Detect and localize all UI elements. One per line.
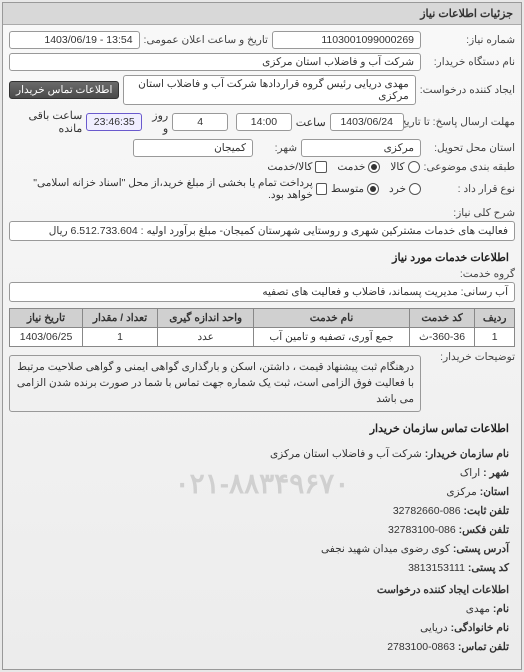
need-desc-value: فعالیت های خدمات مشترکین شهری و روستایی …	[9, 221, 515, 241]
city-label: شهر:	[257, 142, 297, 154]
col-code: کد خدمت	[409, 309, 475, 328]
group-value: آب رسانی: مدیریت پسماند، فاضلاب و فعالیت…	[9, 282, 515, 302]
info-surname: نام خانوادگی: دریایی	[15, 619, 509, 638]
services-section-title: اطلاعات خدمات مورد نیاز	[9, 247, 515, 268]
cell-unit: عدد	[158, 328, 254, 347]
buyer-device-label: نام دستگاه خریدار:	[425, 56, 515, 68]
days-count: 4	[172, 113, 228, 131]
info-phone: تلفن ثابت: 086-32782660	[15, 502, 509, 521]
deadline-date-value: 1403/06/24	[330, 113, 404, 131]
deadline-time-value: 14:00	[236, 113, 292, 131]
cell-date: 1403/06/25	[10, 328, 83, 347]
contact-buyer-button[interactable]: اطلاعات تماس خریدار	[9, 81, 119, 99]
info-address: آدرس پستی: کوی رضوی میدان شهید نجفی	[15, 540, 509, 559]
province-label: استان محل تحویل:	[425, 142, 515, 154]
budget-opt-khedmat[interactable]: خدمت	[337, 161, 380, 173]
cell-qty: 1	[83, 328, 158, 347]
buyer-note-label: توضیحات خریدار:	[425, 351, 515, 363]
col-row: ردیف	[475, 309, 515, 328]
contract-radio-group: خرد متوسط	[331, 183, 421, 195]
need-desc-block: شرح کلی نیاز: فعالیت های خدمات مشترکین ش…	[9, 207, 515, 241]
province-value: مرکزی	[301, 139, 421, 157]
row-buyer: نام دستگاه خریدار: شرکت آب و فاضلاب استا…	[9, 53, 515, 71]
col-unit: واحد اندازه گیری	[158, 309, 254, 328]
buyer-note-value: درهنگام ثبت پیشنهاد قیمت ، داشتن، اسکن و…	[9, 355, 421, 412]
days-and-label: روز و	[146, 109, 168, 135]
radio-icon	[368, 161, 380, 173]
budget-opt-both[interactable]: کالا/خدمت	[267, 161, 327, 173]
remaining-time: 23:46:35	[86, 113, 142, 131]
row-deadline: مهلت ارسال پاسخ: تا تاریخ: 1403/06/24 سا…	[9, 109, 515, 135]
datetime-label: تاریخ و ساعت اعلان عمومی:	[144, 34, 268, 46]
contact-section-title: اطلاعات تماس سازمان خریدار	[9, 418, 515, 439]
remaining-label: ساعت باقی مانده	[9, 109, 82, 135]
creator-section-label: اطلاعات ایجاد کننده درخواست	[15, 581, 509, 600]
radio-icon	[408, 161, 420, 173]
contract-opt-khord[interactable]: خرد	[389, 183, 421, 195]
number-label: شماره نیاز:	[425, 34, 515, 46]
contract-type-label: نوع قرار داد :	[425, 183, 515, 195]
panel-body: شماره نیاز: 1103001099000269 تاریخ و ساع…	[3, 25, 521, 669]
requester-value: مهدی دریایی رئیس گروه قراردادها شرکت آب …	[123, 75, 415, 105]
info-city: شهر : اراک	[15, 464, 509, 483]
cell-name: جمع آوری، تصفیه و تامین آب	[254, 328, 409, 347]
table-header-row: ردیف کد خدمت نام خدمت واحد اندازه گیری ت…	[10, 309, 515, 328]
details-panel: جزئیات اطلاعات نیاز شماره نیاز: 11030010…	[2, 2, 522, 670]
checkbox-icon	[315, 161, 327, 173]
datetime-value: 13:54 - 1403/06/19	[9, 31, 140, 49]
info-contact-phone: تلفن تماس: 0863-2783100	[15, 638, 509, 657]
need-desc-label: شرح کلی نیاز:	[9, 207, 515, 219]
row-requester: ایجاد کننده درخواست: مهدی دریایی رئیس گر…	[9, 75, 515, 105]
contact-info-area: ۰۲۱-۸۸۳۴۹۶۷۰ نام سازمان خریدار: شرکت آب …	[9, 439, 515, 663]
group-block: گروه خدمت: آب رسانی: مدیریت پسماند، فاضل…	[9, 268, 515, 302]
row-location: استان محل تحویل: مرکزی شهر: کمیجان	[9, 139, 515, 157]
checkbox-icon	[316, 183, 327, 195]
col-name: نام خدمت	[254, 309, 409, 328]
group-label: گروه خدمت:	[9, 268, 515, 280]
budget-radio-group: کالا خدمت کالا/خدمت	[267, 161, 419, 173]
requester-label: ایجاد کننده درخواست:	[420, 84, 515, 96]
cell-row: 1	[475, 328, 515, 347]
info-fax: تلفن فکس: 086-32783100	[15, 521, 509, 540]
panel-title: جزئیات اطلاعات نیاز	[3, 3, 521, 25]
info-postal: کد پستی: 3813153111	[15, 559, 509, 578]
services-table: ردیف کد خدمت نام خدمت واحد اندازه گیری ت…	[9, 308, 515, 347]
deadline-label: مهلت ارسال پاسخ: تا تاریخ:	[408, 116, 515, 128]
table-row: 1 360-36-ث جمع آوری، تصفیه و تامین آب عد…	[10, 328, 515, 347]
buyer-device-value: شرکت آب و فاضلاب استان مرکزی	[9, 53, 421, 71]
row-contract-type: نوع قرار داد : خرد متوسط پرداخت تمام یا …	[9, 177, 515, 201]
info-name: نام: مهدی	[15, 600, 509, 619]
budget-opt-kala[interactable]: کالا	[390, 161, 419, 173]
budget-type-label: طبقه بندی موضوعی:	[424, 161, 515, 173]
row-number: شماره نیاز: 1103001099000269 تاریخ و ساع…	[9, 31, 515, 49]
contract-opt-motevaset[interactable]: متوسط	[331, 183, 379, 195]
col-qty: تعداد / مقدار	[83, 309, 158, 328]
info-province: استان: مرکزی	[15, 483, 509, 502]
info-org: نام سازمان خریدار: شرکت آب و فاضلاب استا…	[15, 445, 509, 464]
number-value: 1103001099000269	[272, 31, 421, 49]
col-date: تاریخ نیاز	[10, 309, 83, 328]
row-budget-type: طبقه بندی موضوعی: کالا خدمت کالا/خدمت	[9, 161, 515, 173]
cell-code: 360-36-ث	[409, 328, 475, 347]
radio-icon	[409, 183, 421, 195]
time-label: ساعت	[296, 116, 326, 129]
payment-check[interactable]: پرداخت تمام یا بخشی از مبلغ خرید،از محل …	[9, 177, 327, 201]
city-value: کمیجان	[133, 139, 253, 157]
radio-icon	[367, 183, 379, 195]
buyer-note-row: توضیحات خریدار: درهنگام ثبت پیشنهاد قیمت…	[9, 351, 515, 412]
